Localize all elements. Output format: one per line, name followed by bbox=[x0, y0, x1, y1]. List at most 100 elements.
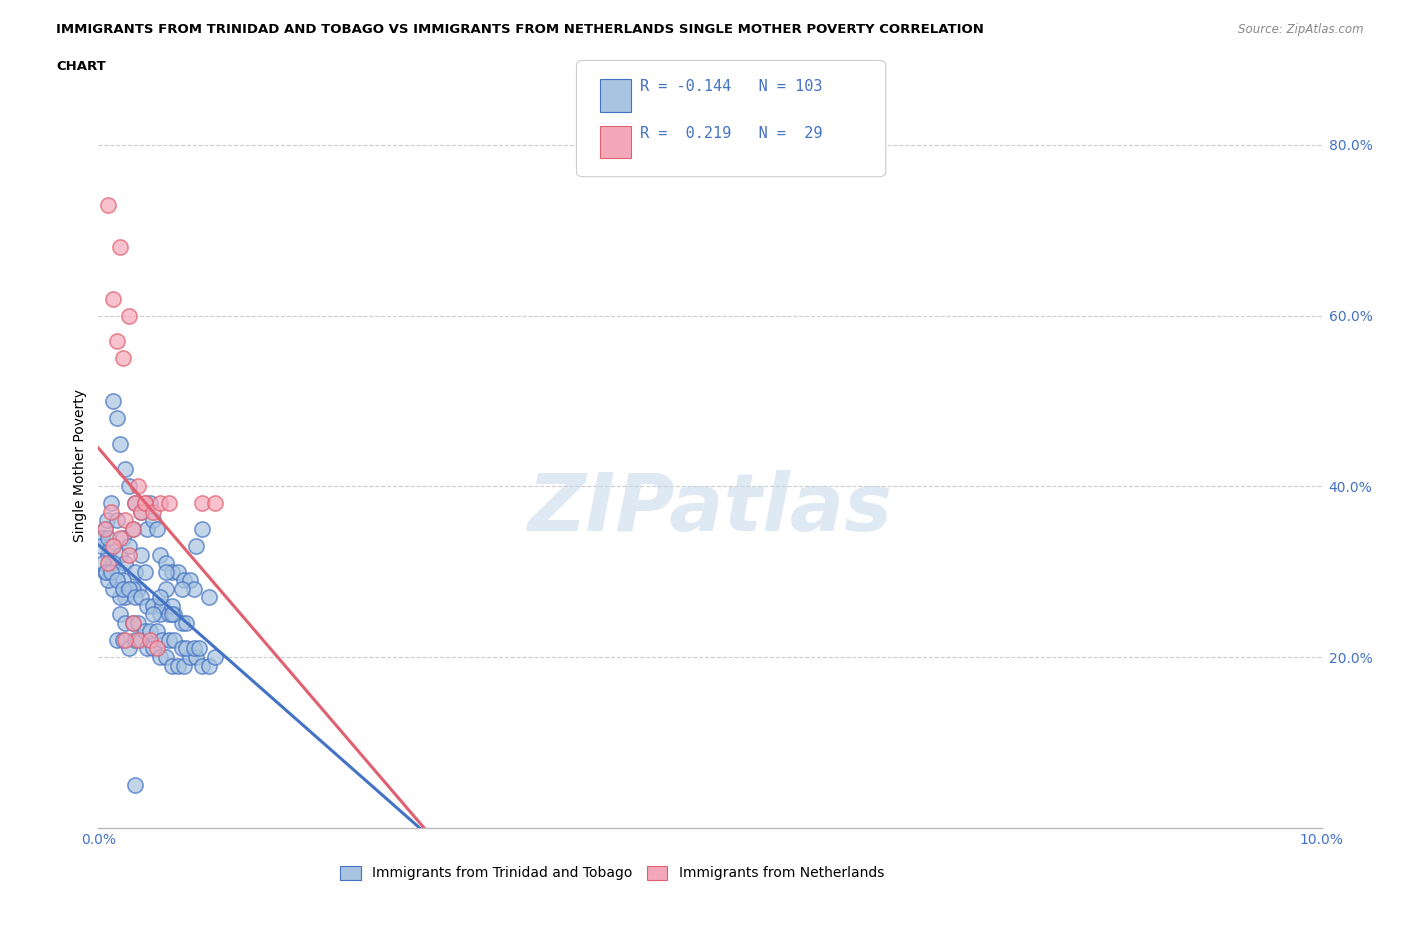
Point bbox=[105, 334, 128, 349]
Point bbox=[111, 351, 134, 365]
Point bbox=[100, 565, 122, 579]
Point bbox=[110, 590, 132, 604]
Point bbox=[118, 547, 141, 562]
Point bbox=[176, 641, 198, 656]
Point bbox=[124, 777, 146, 792]
Point bbox=[129, 547, 152, 562]
Point bbox=[101, 581, 124, 596]
Legend: Immigrants from Trinidad and Tobago, Immigrants from Netherlands: Immigrants from Trinidad and Tobago, Imm… bbox=[335, 860, 890, 886]
Point bbox=[105, 565, 128, 579]
Point bbox=[157, 496, 180, 511]
Point bbox=[129, 632, 152, 647]
Point bbox=[97, 530, 120, 545]
Point bbox=[110, 607, 132, 622]
Point bbox=[150, 632, 173, 647]
Point bbox=[105, 573, 128, 588]
Point bbox=[155, 565, 177, 579]
Point bbox=[101, 291, 124, 306]
Point bbox=[114, 616, 136, 631]
Point bbox=[100, 496, 122, 511]
Point bbox=[186, 538, 208, 553]
Point bbox=[129, 590, 152, 604]
Point bbox=[142, 598, 165, 613]
Point bbox=[124, 632, 146, 647]
Point bbox=[155, 581, 177, 596]
Point bbox=[136, 598, 159, 613]
Point bbox=[118, 581, 141, 596]
Point bbox=[90, 538, 112, 553]
Point bbox=[127, 581, 149, 596]
Point bbox=[105, 513, 128, 528]
Point bbox=[142, 504, 165, 519]
Point bbox=[183, 581, 205, 596]
Point bbox=[204, 649, 226, 664]
Point bbox=[93, 522, 115, 537]
Point bbox=[160, 607, 183, 622]
Point bbox=[167, 658, 190, 673]
Point bbox=[101, 538, 124, 553]
Text: CHART: CHART bbox=[56, 60, 105, 73]
Point bbox=[97, 547, 120, 562]
Point bbox=[142, 641, 165, 656]
Point bbox=[134, 624, 156, 639]
Point bbox=[136, 522, 159, 537]
Point bbox=[146, 641, 169, 656]
Point bbox=[97, 573, 120, 588]
Point bbox=[114, 632, 136, 647]
Point bbox=[111, 573, 134, 588]
Point bbox=[136, 641, 159, 656]
Point bbox=[134, 496, 156, 511]
Point bbox=[139, 632, 162, 647]
Text: R =  0.219   N =  29: R = 0.219 N = 29 bbox=[640, 126, 823, 140]
Point bbox=[197, 658, 219, 673]
Point bbox=[101, 393, 124, 408]
Point bbox=[111, 581, 134, 596]
Point bbox=[110, 240, 132, 255]
Point bbox=[127, 479, 149, 494]
Point bbox=[91, 530, 114, 545]
Point bbox=[150, 598, 173, 613]
Point bbox=[124, 496, 146, 511]
Point bbox=[142, 607, 165, 622]
Point bbox=[149, 590, 172, 604]
Point bbox=[155, 649, 177, 664]
Point bbox=[146, 624, 169, 639]
Point bbox=[170, 616, 193, 631]
Point bbox=[124, 496, 146, 511]
Point bbox=[155, 556, 177, 571]
Point bbox=[110, 530, 132, 545]
Point bbox=[163, 632, 186, 647]
Point bbox=[121, 581, 143, 596]
Text: IMMIGRANTS FROM TRINIDAD AND TOBAGO VS IMMIGRANTS FROM NETHERLANDS SINGLE MOTHER: IMMIGRANTS FROM TRINIDAD AND TOBAGO VS I… bbox=[56, 23, 984, 36]
Point bbox=[93, 565, 115, 579]
Point bbox=[149, 607, 172, 622]
Point bbox=[118, 641, 141, 656]
Point bbox=[114, 513, 136, 528]
Point bbox=[105, 632, 128, 647]
Point bbox=[204, 496, 226, 511]
Point bbox=[105, 411, 128, 426]
Point bbox=[163, 607, 186, 622]
Point bbox=[134, 565, 156, 579]
Point bbox=[149, 496, 172, 511]
Point bbox=[157, 607, 180, 622]
Point bbox=[121, 522, 143, 537]
Point bbox=[94, 565, 117, 579]
Point bbox=[100, 504, 122, 519]
Point bbox=[179, 649, 201, 664]
Point bbox=[110, 436, 132, 451]
Text: R = -0.144   N = 103: R = -0.144 N = 103 bbox=[640, 79, 823, 94]
Point bbox=[118, 479, 141, 494]
Point bbox=[139, 624, 162, 639]
Point bbox=[114, 462, 136, 477]
Point bbox=[191, 522, 214, 537]
Point bbox=[157, 632, 180, 647]
Point bbox=[121, 522, 143, 537]
Point bbox=[114, 556, 136, 571]
Point bbox=[139, 496, 162, 511]
Point bbox=[142, 513, 165, 528]
Point bbox=[129, 504, 152, 519]
Point bbox=[160, 598, 183, 613]
Text: Source: ZipAtlas.com: Source: ZipAtlas.com bbox=[1239, 23, 1364, 36]
Point bbox=[127, 616, 149, 631]
